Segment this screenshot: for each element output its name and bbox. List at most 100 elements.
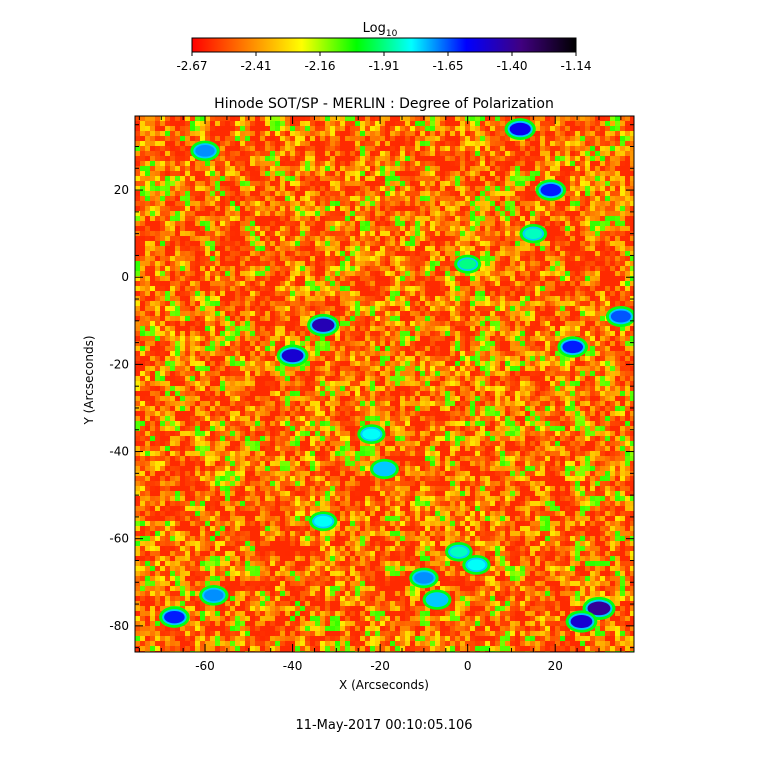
heatmap-cell: [330, 296, 335, 301]
heatmap-cell: [490, 271, 495, 276]
heatmap-cell: [530, 381, 535, 386]
heatmap-cell: [175, 256, 180, 261]
heatmap-cell: [265, 341, 270, 346]
heatmap-cell: [265, 226, 270, 231]
heatmap-cell: [210, 351, 215, 356]
heatmap-cell: [545, 301, 550, 306]
heatmap-cell: [430, 366, 435, 371]
heatmap-cell: [455, 231, 460, 236]
heatmap-cell: [195, 171, 200, 176]
heatmap-cell: [365, 201, 370, 206]
heatmap-cell: [430, 206, 435, 211]
heatmap-cell: [300, 266, 305, 271]
heatmap-cell: [230, 301, 235, 306]
heatmap-cell: [445, 201, 450, 206]
heatmap-cell: [365, 131, 370, 136]
heatmap-cell: [375, 176, 380, 181]
heatmap-cell: [555, 116, 560, 121]
heatmap-cell: [480, 126, 485, 131]
heatmap-cell: [205, 246, 210, 251]
heatmap-cell: [560, 126, 565, 131]
heatmap-cell: [480, 346, 485, 351]
heatmap-cell: [595, 186, 600, 191]
heatmap-cell: [145, 196, 150, 201]
heatmap-cell: [345, 236, 350, 241]
heatmap-cell: [390, 341, 395, 346]
heatmap-cell: [295, 136, 300, 141]
heatmap-cell: [515, 251, 520, 256]
heatmap-cell: [250, 266, 255, 271]
heatmap-cell: [415, 326, 420, 331]
heatmap-cell: [380, 266, 385, 271]
heatmap-cell: [170, 311, 175, 316]
heatmap-cell: [200, 161, 205, 166]
heatmap-cell: [340, 196, 345, 201]
heatmap-cell: [545, 271, 550, 276]
heatmap-cell: [445, 231, 450, 236]
heatmap-cell: [340, 286, 345, 291]
heatmap-cell: [155, 306, 160, 311]
heatmap-cell: [240, 186, 245, 191]
heatmap-cell: [455, 276, 460, 281]
heatmap-cell: [455, 246, 460, 251]
heatmap-cell: [370, 261, 375, 266]
heatmap-cell: [360, 256, 365, 261]
heatmap-cell: [200, 126, 205, 131]
heatmap-cell: [170, 156, 175, 161]
heatmap-cell: [390, 211, 395, 216]
heatmap-cell: [400, 126, 405, 131]
heatmap-cell: [295, 231, 300, 236]
heatmap-cell: [140, 201, 145, 206]
heatmap-cell: [595, 346, 600, 351]
heatmap-cell: [475, 321, 480, 326]
heatmap-cell: [135, 386, 140, 391]
heatmap-cell: [355, 186, 360, 191]
heatmap-cell: [545, 256, 550, 261]
heatmap-cell: [325, 281, 330, 286]
heatmap-cell: [240, 246, 245, 251]
heatmap-cell: [210, 271, 215, 276]
heatmap-cell: [565, 176, 570, 181]
heatmap-cell: [595, 236, 600, 241]
heatmap-cell: [555, 211, 560, 216]
heatmap-cell: [335, 396, 340, 401]
heatmap-cell: [365, 396, 370, 401]
heatmap-cell: [405, 201, 410, 206]
heatmap-cell: [490, 281, 495, 286]
heatmap-cell: [435, 226, 440, 231]
heatmap-cell: [260, 161, 265, 166]
heatmap-cell: [585, 361, 590, 366]
heatmap-cell: [600, 361, 605, 366]
heatmap-cell: [490, 276, 495, 281]
heatmap-cell: [465, 401, 470, 406]
heatmap-cell: [210, 371, 215, 376]
heatmap-cell: [485, 256, 490, 261]
heatmap-cell: [530, 241, 535, 246]
heatmap-cell: [455, 241, 460, 246]
heatmap-cell: [490, 291, 495, 296]
heatmap-cell: [380, 321, 385, 326]
heatmap-cell: [285, 321, 290, 326]
heatmap-cell: [345, 376, 350, 381]
heatmap-cell: [425, 116, 430, 121]
heatmap-cell: [395, 331, 400, 336]
heatmap-cell: [210, 296, 215, 301]
heatmap-cell: [300, 136, 305, 141]
heatmap-cell: [485, 121, 490, 126]
heatmap-cell: [275, 241, 280, 246]
heatmap-cell: [145, 146, 150, 151]
heatmap-cell: [320, 371, 325, 376]
heatmap-cell: [250, 386, 255, 391]
heatmap-cell: [305, 161, 310, 166]
heatmap-cell: [210, 231, 215, 236]
heatmap-cell: [165, 191, 170, 196]
heatmap-cell: [465, 181, 470, 186]
heatmap-cell: [365, 216, 370, 221]
heatmap-cell: [325, 396, 330, 401]
heatmap-cell: [150, 181, 155, 186]
heatmap-cell: [290, 251, 295, 256]
heatmap-cell: [520, 376, 525, 381]
heatmap-cell: [325, 286, 330, 291]
heatmap-cell: [295, 126, 300, 131]
heatmap-cell: [570, 231, 575, 236]
